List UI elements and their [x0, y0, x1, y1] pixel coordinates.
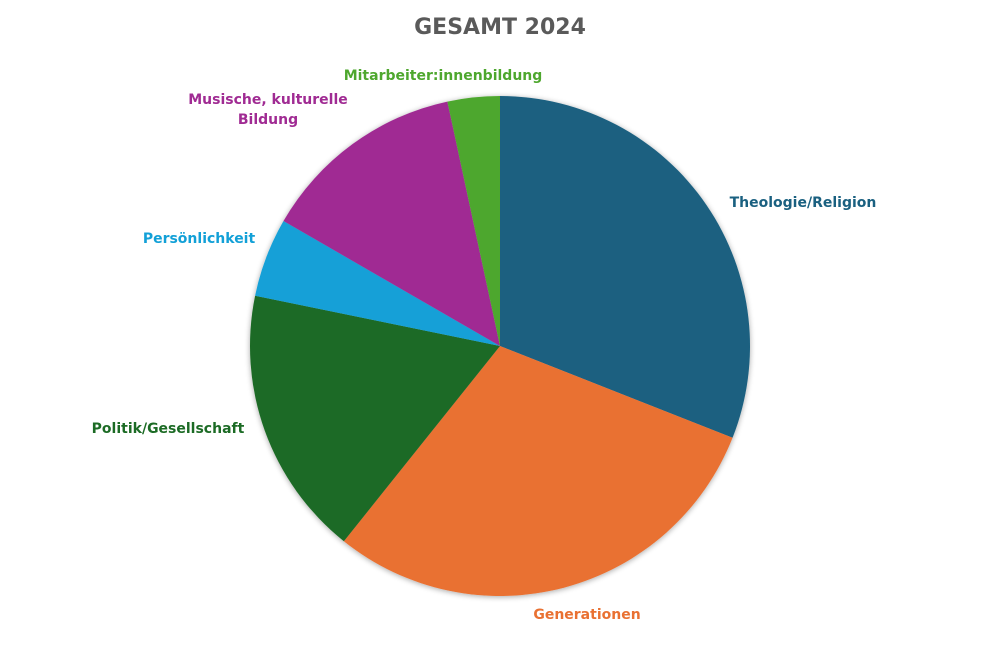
pie-label-mitarbeiter-innenbildung: Mitarbeiter:innenbildung	[344, 68, 543, 84]
pie-label-politik-gesellschaft: Politik/Gesellschaft	[92, 421, 245, 437]
pie-slice-theologie-religion	[500, 96, 750, 438]
pie-slice-mitarbeiter-innenbildung	[447, 96, 500, 346]
pie-label-pers-nlichkeit: Persönlichkeit	[143, 231, 256, 247]
pie-label-theologie-religion: Theologie/Religion	[730, 195, 877, 211]
pie-slice-pers-nlichkeit	[255, 221, 500, 346]
pie-label-generationen: Generationen	[533, 607, 640, 623]
pie-slice-politik-gesellschaft	[249, 295, 500, 542]
pie-slice-musische-kulturelle-bildung	[283, 101, 500, 346]
pie-slices	[249, 96, 750, 596]
chart-title: GESAMT 2024	[414, 15, 586, 40]
pie-labels: Theologie/Religion Generationen Politik/Ge…	[92, 68, 877, 623]
pie-slice-generationen	[343, 346, 733, 596]
pie-label-musische-kulturelle-bildung: Musische, kulturelle Bildung	[188, 92, 348, 128]
